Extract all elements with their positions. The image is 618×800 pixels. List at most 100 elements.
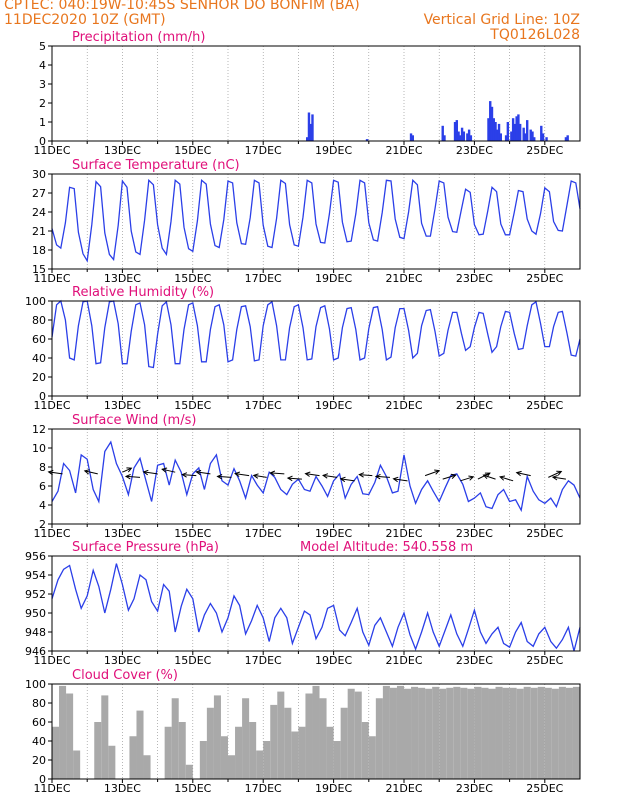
cloud-bar [361,722,369,779]
x-tick-label: 21DEC [385,527,422,540]
wind-vector-head [468,475,475,481]
y-tick-label: 21 [32,225,46,238]
cloud-bar [446,687,454,779]
cloud-bar [382,685,390,779]
wind-vector [48,471,63,475]
precip-bar [453,122,457,141]
cloud-bar [432,686,440,779]
cloud-bar [263,741,271,779]
wind-vector [235,473,250,477]
panel-5: 0 20 40 60 80 100 11DEC 13DEC 15DEC 17DEC 19DEC 21D… [25,668,581,795]
x-tick-label: 25DEC [526,782,563,795]
precip-bar [496,129,499,141]
wind-vector [442,474,456,480]
precip-bar [409,133,413,141]
x-tick-label: 17DEC [245,527,282,540]
x-tick-label: 11DEC [33,399,70,412]
cloud-bar [94,722,102,779]
x-tick-label: 11DEC [33,144,70,157]
panel-3: 2 4 6 8 10 12 11DEC 13DEC 15DEC 17DEC 19DEC 21DEC 23… [32,413,581,540]
precip-bar [411,135,414,141]
wind-vector-head [304,471,311,477]
cloud-bar [425,688,433,779]
precip-bar [441,125,444,141]
wind-vector [359,474,373,477]
wind-vector [375,475,390,478]
wind-vector [217,475,232,478]
wind-vector [499,476,514,482]
y-tick-label: 100 [25,295,46,308]
cloud-bar [460,687,468,779]
y-tick-label: 80 [32,314,46,327]
x-tick-label: 25DEC [526,399,563,412]
cloud-bar [509,687,517,779]
cloud-bar [129,736,137,779]
y-tick-label: 60 [32,716,46,729]
x-tick-label: 15DEC [174,272,211,285]
x-tick-label: 19DEC [315,144,352,157]
panel-1: 15 18 21 24 27 30 11DEC 13DEC 15DEC 17DEC 19DEC 21D… [32,158,581,285]
wind-vector [483,474,496,480]
cloud-bar [136,710,144,779]
x-tick-label: 15DEC [174,782,211,795]
wind-vector-head [499,475,506,481]
panel-title: Relative Humidity (%) [72,285,214,300]
cloud-bar [143,755,151,779]
x-tick-label: 19DEC [315,399,352,412]
cloud-bar [558,686,566,779]
wind-vector [162,468,176,473]
precip-bar [531,131,534,141]
wind-vector-head [216,473,223,480]
y-tick-label: 80 [32,697,46,710]
cloud-bar [523,686,531,779]
precip-bar [466,133,469,141]
precip-bar [545,137,548,141]
precip-bar [307,112,311,141]
station-header: CPTEC: 040:19W-10:45S SENHOR DO BONFIM (… [4,0,360,13]
precip-bar [522,127,525,141]
precip-bar [309,123,312,141]
y-tick-label: 1 [39,116,46,129]
cloud-bar [389,687,397,779]
x-tick-label: 13DEC [104,399,141,412]
wind-vector-head [181,472,188,478]
y-tick-label: 4 [39,59,46,72]
wind-vector [287,477,302,480]
x-tick-label: 23DEC [456,144,493,157]
wind-vector-head [434,469,441,475]
x-tick-label: 13DEC [104,782,141,795]
precip-bar [306,137,309,141]
y-tick-label: 950 [25,607,46,620]
panel-frame [51,45,581,142]
wind-vector-head [322,473,329,479]
wind-vector [460,476,474,482]
wind-vector-head [339,476,346,483]
wind-vector-head [484,472,491,478]
cloud-bar [474,686,482,779]
precip-bar [460,127,464,141]
cloud-bar [108,745,116,779]
x-tick-label: 21DEC [385,654,422,667]
cloud-bar [544,687,552,779]
run-date-label: 11DEC2020 10Z (GMT) [4,12,166,28]
x-tick-label: 25DEC [526,272,563,285]
panel-0: 0 1 2 3 4 5 11DEC 13DEC 15DEC 17DEC 19DEC 21DEC 23DE… [33,30,581,157]
cloud-bar [516,688,524,779]
panel-title: Surface Temperature (nC) [72,158,240,173]
cloud-bar [467,688,475,779]
x-tick-label: 15DEC [174,144,211,157]
precip-bar [469,135,473,141]
x-tick-label: 17DEC [245,272,282,285]
cloud-bar [565,687,573,779]
y-tick-label: 5 [39,40,46,53]
y-tick-label: 2 [39,518,46,531]
y-tick-label: 948 [25,626,46,639]
wind-vector [393,478,408,482]
y-tick-label: 6 [39,480,46,493]
cloud-bar [396,685,404,779]
wind-vector [182,474,197,477]
precip-bar [526,120,529,141]
precip-bar [457,131,460,141]
wind-vector [516,472,531,477]
